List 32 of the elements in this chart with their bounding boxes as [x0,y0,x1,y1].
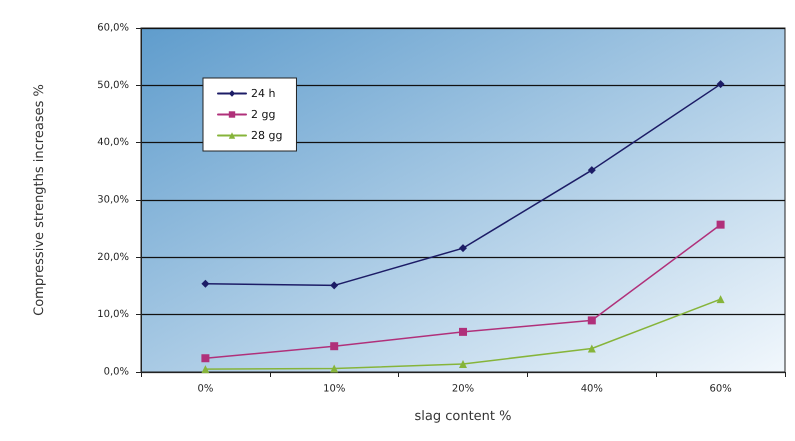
point [588,316,596,324]
x-tick-label: 40% [580,384,603,394]
point [459,360,467,368]
point [716,80,725,88]
y-tick-label: 50,0% [97,80,129,91]
point [588,344,596,352]
x-tick-label: 0% [197,384,214,394]
point [201,365,210,374]
point [330,342,338,350]
point [330,281,338,290]
point [459,328,467,336]
y-tick-label: 30,0% [97,194,129,206]
y-axis-title: Compressive strengths increases % [32,84,47,316]
legend-label: 2 gg [251,108,276,121]
point [716,220,725,229]
y-tick-label: 60,0% [97,22,129,34]
point [716,295,725,304]
y-tick-label: 10,0% [97,309,129,320]
y-tick-label: 0,0% [104,366,129,378]
x-tick-label: 20% [452,384,474,394]
legend-label: 28 gg [251,129,282,142]
y-tick-label: 40,0% [97,137,129,148]
x-tick-label: 60% [709,384,732,394]
point [588,166,596,174]
y-tick-label: 20,0% [97,252,129,263]
point [201,354,210,362]
point [459,244,467,252]
x-tick-label: 10% [323,384,346,394]
point [201,280,210,288]
x-axis-title: slag content % [414,409,512,424]
legend-label: 24 h [251,87,276,100]
point [330,364,338,373]
